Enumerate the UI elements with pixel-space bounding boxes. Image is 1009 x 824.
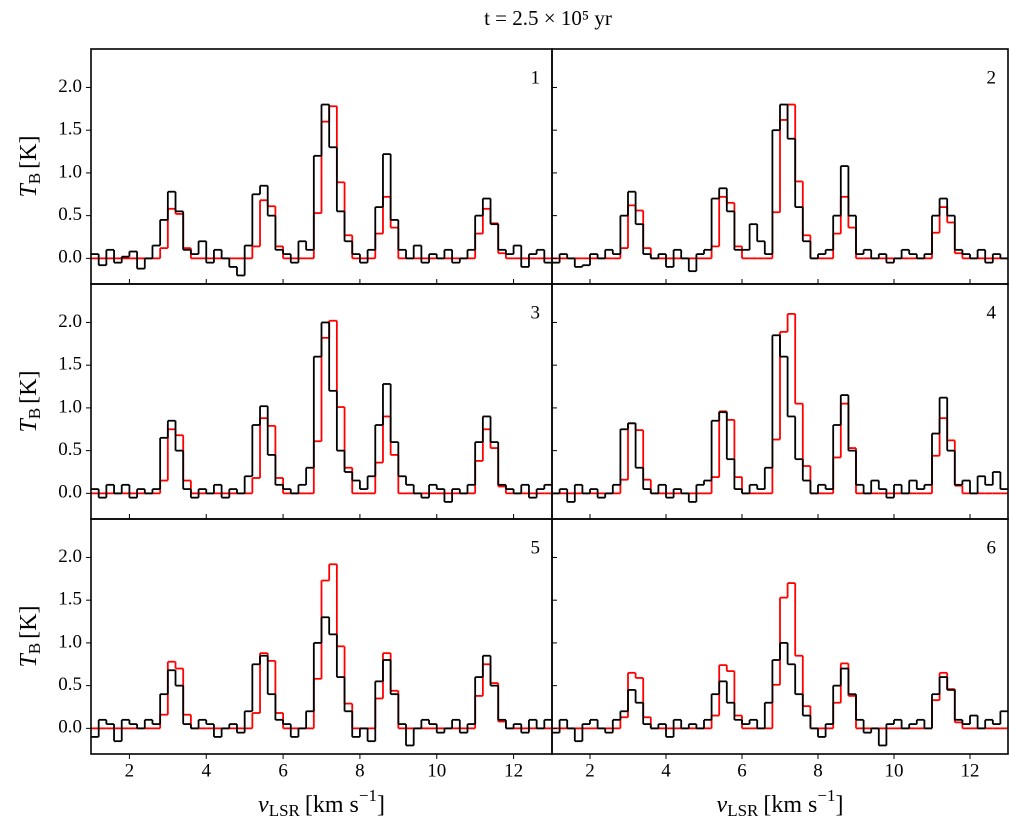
plot-area <box>91 319 552 503</box>
x-tick-label: 8 <box>355 760 365 781</box>
panel-label: 1 <box>531 67 541 88</box>
y-tick-label: 0.5 <box>58 674 82 695</box>
x-tick-label: 8 <box>813 760 823 781</box>
y-tick-label: 0.5 <box>58 439 82 460</box>
y-tick-label: 1.0 <box>58 631 82 652</box>
panel-label: 3 <box>531 302 541 323</box>
x-tick-label: 4 <box>202 760 212 781</box>
plot-area <box>91 563 552 747</box>
y-label-symbol: T <box>16 183 42 198</box>
plot-area <box>552 313 1008 503</box>
y-label-sub: B <box>25 408 44 419</box>
y-label-symbol: T <box>16 653 42 668</box>
y-tick-label: 1.5 <box>58 354 82 375</box>
x-label-sub: LSR <box>727 801 759 820</box>
spectrum <box>552 642 1008 747</box>
panel-label: 2 <box>987 67 997 88</box>
x-axis-label: vLSR [km s−1] <box>717 786 844 820</box>
step-riser <box>558 642 1002 746</box>
x-tick-label: 6 <box>737 760 747 781</box>
panel-label: 5 <box>531 537 541 558</box>
spectrum <box>91 103 552 277</box>
x-label-sup: −1 <box>359 786 377 805</box>
x-tick-label: 2 <box>125 760 135 781</box>
spectrum <box>91 616 552 747</box>
step-riser <box>558 104 1002 272</box>
y-tick-label: 1.0 <box>58 161 82 182</box>
y-label-unit: [K] <box>16 605 42 638</box>
x-label-unit: [km s <box>763 792 817 818</box>
step-riser <box>97 322 546 502</box>
x-tick-label: 6 <box>278 760 288 781</box>
x-label-unit: [km s <box>305 792 359 818</box>
y-label-unit: [K] <box>16 135 42 168</box>
spectrum <box>552 103 1008 273</box>
x-tick-label: 2 <box>585 760 595 781</box>
panel-frame <box>551 518 1009 755</box>
x-label-symbol: v <box>717 792 728 818</box>
y-tick-label: 0.0 <box>58 717 82 738</box>
y-tick-label: 0.0 <box>58 247 82 268</box>
x-axis-label: vLSR [km s−1] <box>258 786 385 820</box>
x-label-symbol: v <box>258 792 269 818</box>
y-label-sub: B <box>25 643 44 654</box>
y-tick-label: 1.5 <box>58 119 82 140</box>
y-label-unit: [K] <box>16 370 42 403</box>
y-tick-label: 1.0 <box>58 396 82 417</box>
panel-label: 4 <box>987 302 997 323</box>
step-riser <box>97 617 546 746</box>
plot-area <box>552 103 1008 273</box>
x-label-sup: −1 <box>817 786 835 805</box>
x-label-close: ] <box>377 792 385 818</box>
x-tick-label: 12 <box>504 760 523 781</box>
y-tick-label: 2.0 <box>58 311 82 332</box>
y-tick-label: 0.5 <box>58 204 82 225</box>
y-axis-label: TB [K] <box>16 605 44 667</box>
step-riser <box>159 564 507 729</box>
plot-area <box>552 582 1008 747</box>
x-label-sub: LSR <box>269 801 301 820</box>
y-axis-label: TB [K] <box>16 370 44 432</box>
plot-area <box>91 103 552 277</box>
panel-label: 6 <box>987 537 997 558</box>
x-tick-label: 10 <box>427 760 446 781</box>
y-label-symbol: T <box>16 418 42 433</box>
step-riser <box>97 104 546 276</box>
y-tick-label: 1.5 <box>58 589 82 610</box>
spectrum <box>552 334 1008 503</box>
y-tick-label: 2.0 <box>58 76 82 97</box>
y-tick-label: 2.0 <box>58 546 82 567</box>
y-label-sub: B <box>25 173 44 184</box>
y-tick-label: 0.0 <box>58 482 82 503</box>
chart-title: t = 2.5 × 10⁵ yr <box>484 6 612 30</box>
y-axis-label: TB [K] <box>16 135 44 197</box>
x-label-close: ] <box>835 792 843 818</box>
x-tick-label: 4 <box>661 760 671 781</box>
spectrum <box>91 321 552 503</box>
step-riser <box>558 335 1002 502</box>
x-tick-label: 10 <box>885 760 904 781</box>
x-tick-label: 12 <box>961 760 980 781</box>
